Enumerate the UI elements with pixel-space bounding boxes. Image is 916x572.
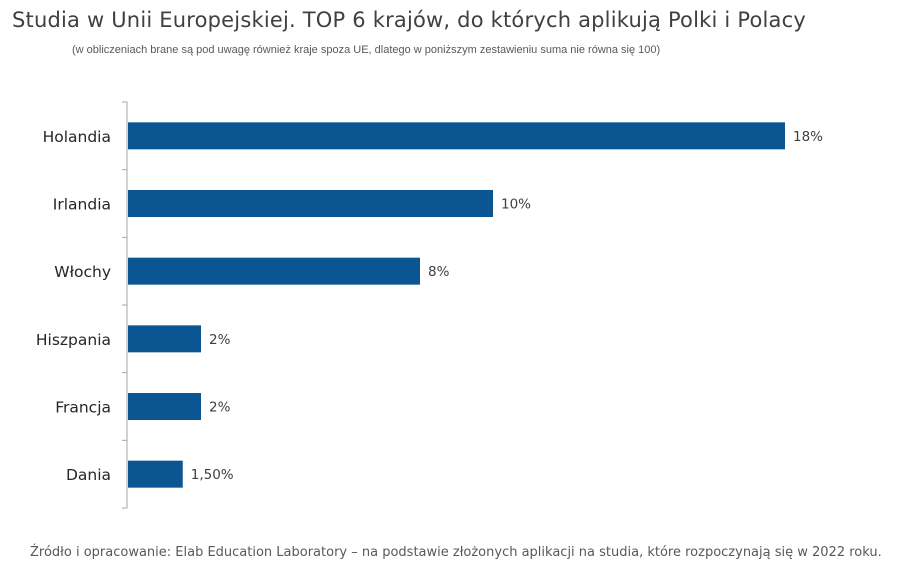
source-note: Źródło i opracowanie: Elab Education Lab… bbox=[30, 545, 882, 560]
bar bbox=[128, 325, 201, 353]
data-label: 10% bbox=[501, 197, 531, 213]
labels-group: Holandia 18% Irlandia 10% Włochy 8% Hiszpania 2… bbox=[36, 128, 823, 484]
category-label: Włochy bbox=[54, 263, 111, 281]
data-label: 1,50% bbox=[191, 467, 234, 483]
category-label: Irlandia bbox=[53, 196, 111, 214]
data-label: 2% bbox=[209, 332, 231, 348]
bar bbox=[128, 393, 201, 420]
category-label: Hiszpania bbox=[36, 331, 111, 349]
category-label: Francja bbox=[55, 399, 111, 417]
bar bbox=[128, 190, 493, 217]
bar bbox=[128, 122, 785, 150]
data-label: 18% bbox=[793, 129, 823, 145]
data-label: 8% bbox=[428, 264, 450, 280]
category-label: Dania bbox=[66, 466, 111, 484]
chart-title: Studia w Unii Europejskiej. TOP 6 krajów… bbox=[12, 8, 806, 32]
bar bbox=[128, 460, 183, 488]
data-label: 2% bbox=[209, 400, 231, 416]
bar-chart: Holandia 18% Irlandia 10% Włochy 8% Hiszpania 2… bbox=[36, 101, 823, 509]
chart-subtitle: (w obliczeniach brane są pod uwagę równi… bbox=[72, 44, 661, 56]
category-axis bbox=[122, 101, 128, 509]
bar bbox=[128, 257, 420, 285]
category-label: Holandia bbox=[43, 128, 111, 146]
bars-group bbox=[128, 122, 785, 488]
